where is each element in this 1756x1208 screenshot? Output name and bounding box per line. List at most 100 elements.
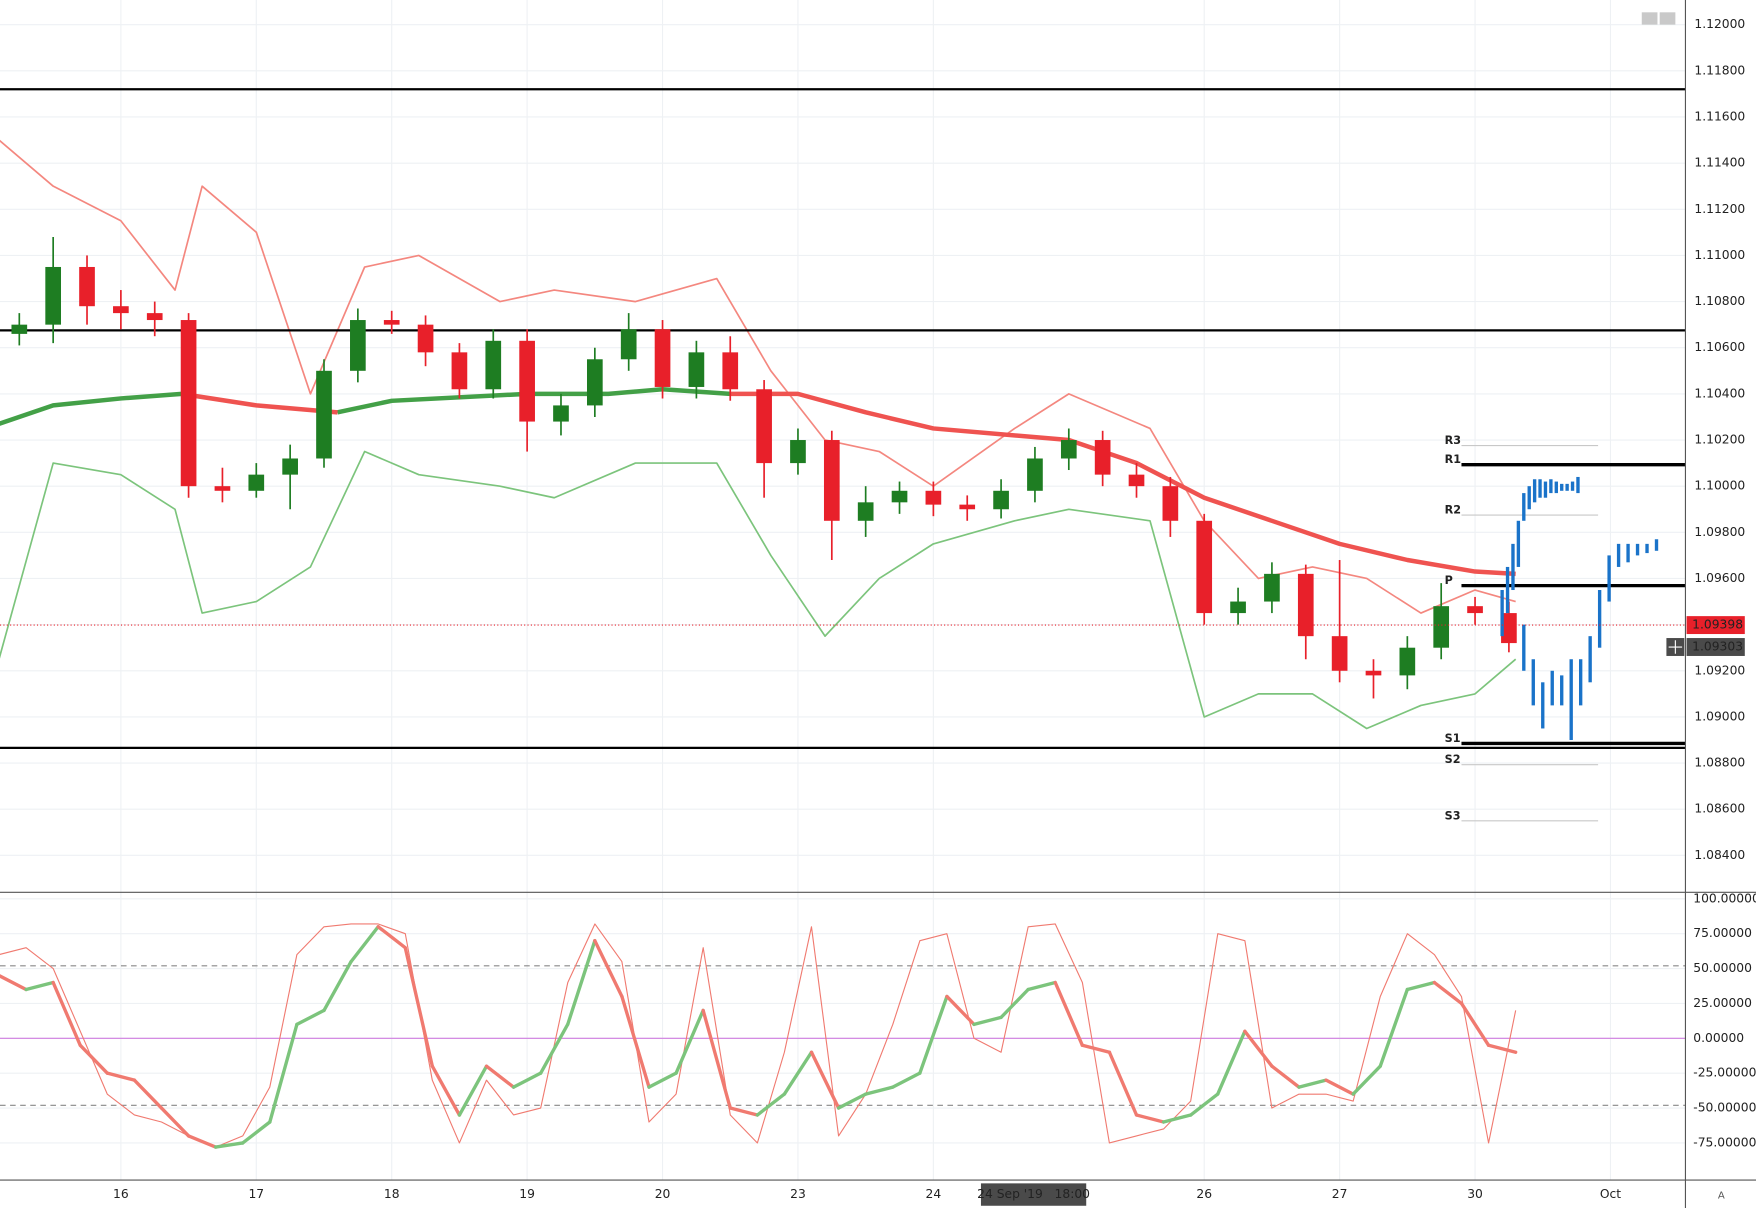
candle-body (1060, 440, 1077, 459)
y-tick-label: 1.11200 (1694, 202, 1745, 216)
candle-body (553, 405, 569, 422)
scroll-button[interactable] (1659, 12, 1676, 25)
projection-bar (1626, 543, 1630, 563)
candle-body (925, 490, 942, 505)
oscillator-segment (701, 1008, 732, 1110)
oscillator-segment (51, 980, 82, 1047)
candle-body (1230, 601, 1246, 614)
candle-body (45, 266, 62, 325)
last-price-label: 1.09398 (1692, 618, 1743, 632)
candle-body (1094, 440, 1111, 475)
projection-bar (1560, 675, 1564, 706)
oscillator-segment (972, 1015, 1003, 1027)
oscillator-segment (836, 1092, 868, 1110)
candle-body (654, 329, 671, 387)
candle-body (79, 266, 95, 307)
candle-body (1433, 606, 1450, 648)
oscillator-segment (1216, 1029, 1247, 1096)
candle-body (282, 458, 298, 475)
y-tick-label: 1.10800 (1694, 294, 1745, 308)
auto-scale-button[interactable]: A (1718, 1191, 1725, 1202)
crosshair-plus (1668, 640, 1683, 654)
oscillator-segment (213, 1141, 245, 1149)
candle-body (350, 320, 366, 371)
candle-body (180, 320, 197, 487)
last-price-box (1686, 616, 1745, 635)
oscillator-segment (999, 987, 1030, 1020)
candle-body (1399, 647, 1416, 676)
projection-bar (1511, 543, 1515, 591)
oscillator-segment (105, 1071, 137, 1082)
x-tick-label: 19 (519, 1187, 535, 1201)
oscillator-segment (349, 925, 380, 964)
oscillator-segment (403, 945, 435, 1068)
pivot-label: S1 (1445, 732, 1461, 745)
y-tick-label: -25.00000 (1693, 1066, 1756, 1080)
candle-body (620, 329, 637, 360)
y-tick-label: 1.09600 (1694, 571, 1745, 585)
scroll-button[interactable] (1641, 12, 1658, 25)
x-tick-label: 20 (655, 1187, 671, 1201)
x-tick-label: 17 (248, 1187, 264, 1201)
candle-body (383, 320, 400, 325)
candle-body (586, 359, 603, 406)
projection-bar (1616, 543, 1621, 567)
oscillator-segment (430, 1064, 462, 1117)
pivot-label: P (1445, 574, 1453, 587)
oscillator-segment (620, 994, 651, 1089)
oscillator-segment (1351, 1064, 1382, 1096)
candle-body (823, 440, 840, 521)
projection-bar (1522, 493, 1526, 521)
oscillator-segment (1432, 980, 1464, 1006)
candle-body (113, 306, 129, 314)
candle-body (451, 352, 468, 390)
projection-bar (1578, 659, 1583, 706)
y-tick-label: 100.00000 (1693, 891, 1756, 905)
oscillator-segment (674, 1008, 705, 1075)
candle-body (722, 352, 739, 390)
oscillator-segment (1324, 1078, 1355, 1096)
y-tick-label: 1.11600 (1694, 109, 1745, 123)
oscillator-segment (132, 1078, 164, 1110)
oscillator-segment (728, 1106, 760, 1117)
candle-body (248, 474, 265, 491)
candle-body (214, 486, 231, 491)
projection-bar (1543, 481, 1548, 498)
y-tick-label: 1.09200 (1694, 663, 1745, 677)
projection-bar (1549, 479, 1553, 494)
pivot-label: R1 (1445, 453, 1462, 466)
x-tick-label: 23 (790, 1187, 806, 1201)
oscillator-segment (1486, 1043, 1518, 1054)
oscillator-segment (1080, 1043, 1112, 1054)
candle-body (1027, 458, 1043, 491)
projection-bar (1541, 682, 1545, 729)
oscillator-segment (863, 1085, 895, 1096)
y-tick-label: 1.10600 (1694, 340, 1745, 354)
projection-bar (1538, 479, 1542, 498)
projection-bar (1635, 543, 1640, 556)
oscillator-segment (78, 1043, 110, 1075)
candle-body (993, 490, 1009, 510)
projection-bar (1570, 481, 1575, 491)
x-tick-label: 30 (1467, 1187, 1483, 1201)
y-tick-label: 50.00000 (1693, 961, 1752, 975)
candle-body (316, 370, 332, 459)
crosshair-price-label: 1.09303 (1692, 640, 1743, 654)
oscillator-segment (295, 1008, 326, 1027)
oscillator-segment (755, 1092, 787, 1117)
y-tick-label: 1.08400 (1694, 848, 1745, 862)
x-tick-label: 24 (926, 1187, 942, 1201)
x-tick-label: 16 (113, 1187, 129, 1201)
oscillator-segment (1378, 987, 1410, 1068)
candle-body (485, 340, 502, 390)
candle-body (1501, 613, 1517, 644)
y-tick-label: 25.00000 (1693, 996, 1752, 1010)
oscillator-segment (268, 1022, 299, 1124)
oscillator-segment (1053, 980, 1085, 1047)
projection-bar (1532, 479, 1537, 503)
y-tick-label: 1.08600 (1694, 802, 1745, 816)
oscillator-segment (593, 939, 624, 999)
